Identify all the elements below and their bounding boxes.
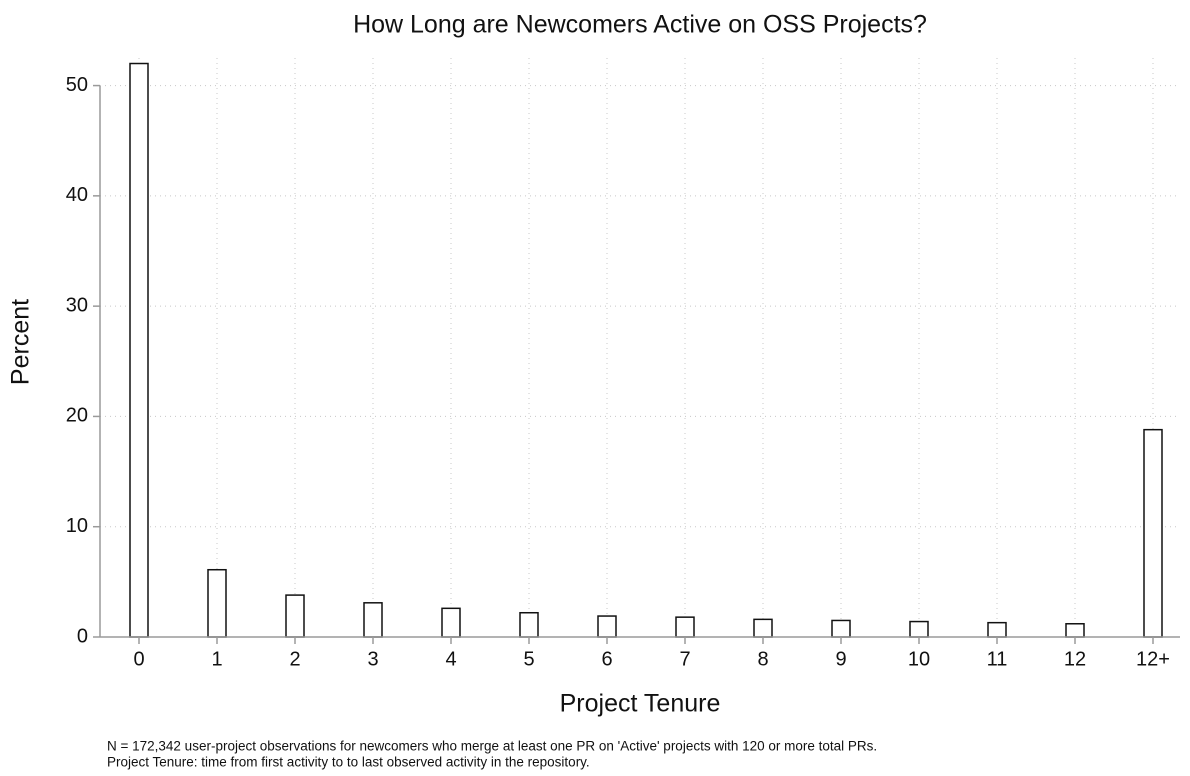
- bar: [441, 607, 461, 638]
- bar: [909, 620, 929, 638]
- bar: [129, 62, 149, 638]
- bar: [207, 568, 227, 638]
- x-tick-label: 9: [835, 648, 846, 670]
- x-tick-label: 12: [1064, 648, 1086, 670]
- x-tick-label: 4: [445, 648, 456, 670]
- x-tick-label: 11: [987, 648, 1008, 670]
- y-tick-label: 10: [66, 515, 88, 537]
- y-tick-label: 30: [66, 294, 88, 316]
- note: Project Tenure: time from first activity…: [107, 755, 590, 770]
- bar: [597, 615, 617, 638]
- bar: [675, 616, 695, 638]
- chart-title: How Long are Newcomers Active on OSS Pro…: [353, 11, 927, 39]
- x-tick-label: 2: [289, 648, 300, 670]
- x-tick-label: 8: [757, 648, 768, 670]
- bar: [831, 619, 851, 638]
- x-tick-label: 1: [211, 648, 222, 670]
- y-tick-label: 20: [66, 405, 88, 427]
- x-axis-label: Project Tenure: [560, 690, 721, 718]
- bar: [1065, 623, 1085, 638]
- x-tick-label: 3: [367, 648, 378, 670]
- bar: [1143, 428, 1163, 638]
- x-tick-label: 0: [133, 648, 144, 670]
- x-tick-label: 10: [908, 648, 930, 670]
- x-tick-label: 5: [523, 648, 534, 670]
- y-tick-label: 50: [66, 74, 88, 96]
- note: N = 172,342 user-project observations fo…: [107, 739, 877, 754]
- x-tick-label: 6: [601, 648, 612, 670]
- bar: [519, 611, 539, 638]
- y-tick-label: 40: [66, 184, 88, 206]
- y-tick-label: 0: [77, 625, 88, 647]
- bar: [753, 618, 773, 638]
- x-tick-label: 12+: [1136, 648, 1170, 670]
- bar: [363, 602, 383, 638]
- x-tick-label: 7: [679, 648, 690, 670]
- bar: [987, 621, 1007, 638]
- y-axis-label: Percent: [7, 299, 35, 385]
- bar: [285, 594, 305, 638]
